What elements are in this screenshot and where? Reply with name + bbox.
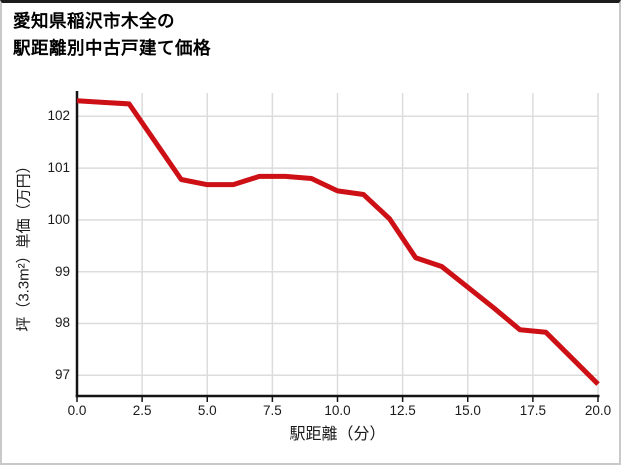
- y-tick-label: 101: [47, 160, 70, 176]
- x-tick-label: 17.5: [519, 403, 547, 418]
- y-tick-label: 97: [54, 367, 70, 383]
- chart-title: 愛知県稲沢市木全の 駅距離別中古戸建て価格: [13, 8, 211, 62]
- price-line: [76, 98, 600, 386]
- y-tick-label: 99: [54, 263, 70, 279]
- y-tick-label: 102: [47, 108, 70, 124]
- x-tick-label: 15.0: [454, 403, 481, 418]
- line-chart-plot: [75, 91, 600, 402]
- x-tick-label: 7.5: [262, 403, 282, 418]
- x-axis-label: 駅距離（分）: [289, 426, 386, 443]
- x-tick-label: 5.0: [197, 403, 217, 418]
- chart-title-line1: 愛知県稲沢市木全の: [13, 11, 175, 31]
- x-tick-label: 10.0: [324, 403, 351, 418]
- x-tick-label: 12.5: [389, 403, 416, 418]
- x-tick-label: 0.0: [67, 403, 87, 418]
- chart-title-line2: 駅距離別中古戸建て価格: [13, 38, 211, 58]
- y-axis-label: 坪（3.3m²）単価（万円）: [15, 157, 33, 332]
- x-tick-label: 2.5: [132, 403, 152, 418]
- x-tick-label: 20.0: [584, 403, 612, 418]
- y-tick-label: 100: [47, 211, 70, 227]
- y-tick-label: 98: [54, 315, 70, 331]
